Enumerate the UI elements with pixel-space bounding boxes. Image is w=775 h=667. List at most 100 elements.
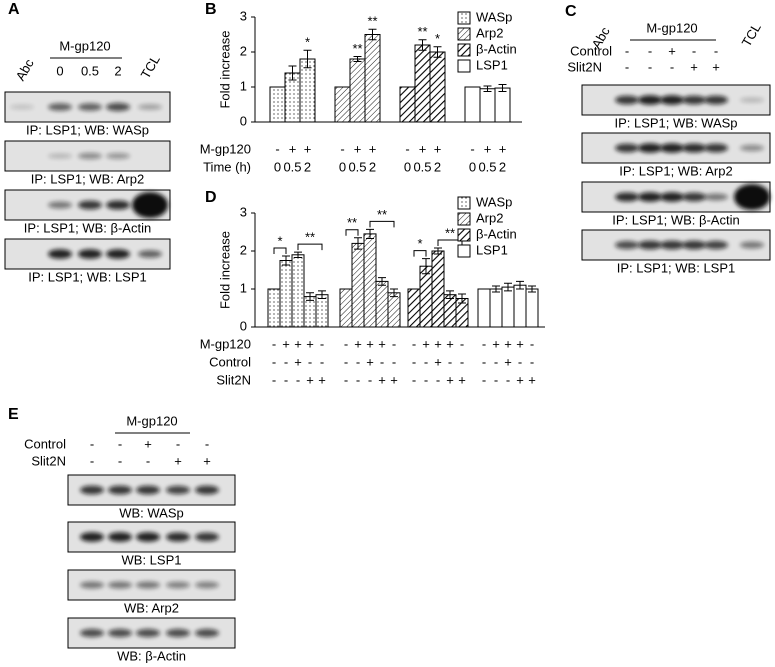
condition-value: +	[434, 336, 442, 351]
condition-label: Control	[209, 354, 251, 369]
condition-value: +	[366, 354, 374, 369]
bar	[387, 292, 401, 328]
error-bar	[528, 285, 536, 293]
bracket	[345, 229, 359, 236]
condition-value: -	[405, 141, 409, 156]
error-bar	[390, 288, 398, 298]
error-bar	[458, 293, 466, 304]
bar	[267, 288, 281, 328]
bar	[513, 284, 527, 328]
condition-value: -	[90, 453, 94, 468]
tcl-label: TCL	[739, 20, 764, 49]
condition-value: -	[625, 43, 629, 58]
band	[660, 95, 684, 105]
condition-value: 0	[469, 159, 476, 174]
condition-value: -	[340, 141, 344, 156]
bar	[363, 233, 377, 328]
significance: **	[417, 24, 427, 39]
legend-swatch	[457, 43, 471, 57]
condition-value: -	[344, 336, 348, 351]
condition-value: -	[460, 354, 464, 369]
condition-label: Control	[570, 43, 612, 58]
condition-value: +	[434, 354, 442, 369]
condition-value: +	[366, 336, 374, 351]
band	[80, 532, 104, 542]
error-bar	[418, 39, 427, 51]
error-bar	[422, 258, 430, 275]
condition-value: +	[378, 336, 386, 351]
condition-label: Control	[24, 436, 66, 451]
band	[138, 104, 162, 110]
legend-swatch	[457, 59, 471, 73]
condition-value: -	[368, 372, 372, 387]
condition-value: 0.5	[478, 159, 496, 174]
condition-value: -	[284, 354, 288, 369]
legend-swatch	[457, 196, 471, 210]
condition-value: -	[482, 354, 486, 369]
legend-label: Arp2	[476, 210, 503, 225]
bar	[479, 88, 496, 123]
condition-value: +	[422, 336, 430, 351]
y-tick-label: 0	[240, 113, 247, 128]
bracket	[297, 243, 323, 251]
condition-value: -	[296, 372, 300, 387]
band	[78, 200, 102, 210]
band	[166, 485, 190, 495]
condition-value: +	[516, 372, 524, 387]
condition-value: -	[714, 43, 718, 58]
blot-label: IP: LSP1; WB: Arp2	[31, 171, 144, 186]
error-bar	[433, 46, 442, 58]
lane-label: 0	[56, 63, 63, 78]
band	[615, 143, 639, 153]
condition-value: -	[518, 354, 522, 369]
condition-value: +	[434, 141, 442, 156]
condition-value: -	[692, 43, 696, 58]
condition-value: -	[176, 436, 180, 451]
band	[704, 143, 728, 153]
condition-value: -	[625, 59, 629, 74]
condition-value: +	[504, 336, 512, 351]
condition-value: +	[390, 372, 398, 387]
band	[704, 240, 728, 250]
condition-value: 0	[404, 159, 411, 174]
condition-value: +	[484, 141, 492, 156]
condition-value: -	[320, 336, 324, 351]
bar	[303, 296, 317, 328]
band	[108, 532, 132, 542]
band	[682, 143, 706, 153]
condition-value: +	[499, 141, 507, 156]
condition-value: +	[504, 354, 512, 369]
group-label: M-gp120	[646, 20, 697, 35]
bar	[477, 288, 491, 328]
condition-label: Time (h)	[203, 159, 251, 174]
bracket	[273, 247, 287, 254]
band	[734, 184, 770, 210]
bar	[429, 51, 446, 123]
condition-value: -	[670, 59, 674, 74]
condition-value: -	[284, 372, 288, 387]
condition-value: +	[516, 336, 524, 351]
legend-label: Arp2	[476, 25, 503, 40]
condition-value: -	[308, 354, 312, 369]
group-label: M-gp120	[59, 38, 110, 53]
band	[638, 95, 662, 105]
error-bar	[516, 280, 524, 290]
y-tick-label: 2	[240, 242, 247, 257]
band	[740, 241, 764, 249]
band	[660, 240, 684, 250]
band	[10, 104, 34, 110]
y-tick-label: 1	[240, 78, 247, 93]
bar	[279, 260, 293, 328]
tcl-label: TCL	[138, 52, 163, 81]
bar	[489, 288, 503, 328]
bar	[349, 58, 366, 123]
condition-value: +	[294, 354, 302, 369]
condition-value: -	[90, 436, 94, 451]
legend-swatch	[457, 228, 471, 242]
condition-value: +	[668, 43, 676, 58]
band	[136, 581, 160, 589]
condition-value: -	[460, 336, 464, 351]
legend-label: LSP1	[476, 242, 508, 257]
error-bar	[318, 290, 326, 299]
